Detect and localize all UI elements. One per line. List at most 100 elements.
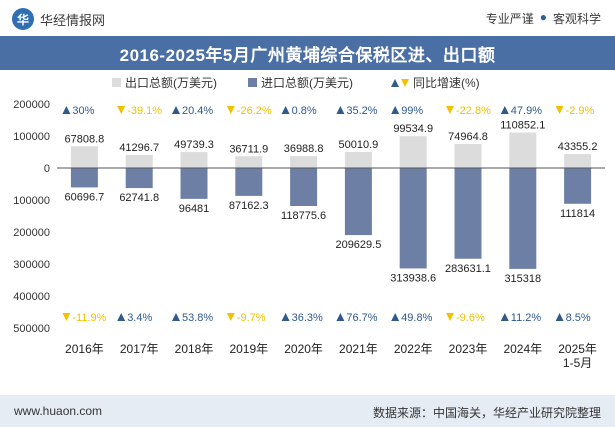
import-yoy-up-icon (172, 313, 180, 321)
slogan-separator-icon: ● (539, 10, 547, 24)
legend-import-swatch (248, 78, 257, 87)
x-category-label: 2023年 (449, 342, 488, 356)
x-category-label: 2024年 (503, 342, 542, 356)
export-yoy-label: 30% (72, 105, 94, 117)
export-bar (235, 156, 263, 168)
export-yoy-label: -39.1% (127, 105, 162, 117)
legend-export-swatch (112, 78, 121, 87)
import-bar (509, 168, 537, 269)
x-category-label: 2016年 (65, 342, 104, 356)
legend-yoy-label: 同比增速(%) (413, 76, 480, 90)
export-yoy-label: 47.9% (511, 105, 542, 117)
import-value-label: 87162.3 (229, 200, 269, 212)
y-tick-label: 100000 (13, 195, 50, 207)
import-bar (290, 168, 318, 207)
brand-logo-icon: 华 (12, 8, 34, 30)
x-category-label: 2017年 (120, 342, 159, 356)
import-yoy-down-icon (62, 313, 71, 321)
export-yoy-down-icon (555, 106, 564, 114)
slogan-2: 客观科学 (552, 12, 601, 26)
export-bar (509, 132, 537, 168)
export-yoy-label: -22.8% (456, 105, 491, 117)
export-yoy-up-icon (336, 106, 345, 114)
slogan-1: 专业严谨 (485, 12, 534, 26)
export-yoy-down-icon (226, 106, 235, 114)
chart-title: 2016-2025年5月广州黄埔综合保税区进、出口额 (119, 45, 496, 65)
top-bar: 华 华经情报网 专业严谨 ● 客观科学 (0, 0, 615, 36)
import-yoy-up-icon (555, 313, 564, 321)
import-yoy-up-icon (281, 313, 290, 321)
export-yoy-up-icon (281, 106, 290, 114)
export-yoy-up-icon (62, 106, 71, 114)
export-value-label: 43355.2 (558, 141, 598, 153)
brand-name: 华经情报网 (40, 12, 106, 28)
export-value-label: 36988.8 (284, 143, 324, 155)
export-yoy-up-icon (500, 106, 509, 114)
import-yoy-down-icon (226, 313, 235, 321)
import-value-label: 313938.6 (390, 272, 436, 284)
export-bar (564, 154, 592, 168)
x-category-label: 2018年 (175, 342, 214, 356)
export-bar (125, 154, 153, 168)
legend-yoy-up-icon (391, 79, 399, 87)
export-value-label: 41296.7 (119, 142, 159, 154)
export-bar (344, 151, 372, 168)
y-tick-label: 200000 (13, 99, 50, 111)
export-bar (180, 152, 208, 168)
import-bar (454, 168, 482, 259)
import-value-label: 315318 (504, 273, 541, 285)
import-value-label: 111814 (560, 208, 595, 220)
export-bar (70, 146, 98, 168)
import-yoy-label: 11.2% (511, 312, 542, 324)
x-category-label: 2020年 (284, 342, 323, 356)
legend-yoy-down-icon (401, 79, 409, 87)
import-yoy-label: -9.6% (456, 312, 485, 324)
brand[interactable]: 华 华经情报网 (12, 8, 105, 30)
footer-website[interactable]: www.huaon.com (14, 404, 103, 418)
import-yoy-up-icon (391, 313, 400, 321)
export-bar (454, 144, 482, 168)
export-value-label: 67808.8 (65, 133, 105, 145)
import-bar (70, 168, 98, 188)
slogan: 专业严谨 ● 客观科学 (486, 10, 601, 27)
import-yoy-label: 49.8% (401, 312, 432, 324)
export-yoy-up-icon (391, 106, 400, 114)
export-yoy-label: 35.2% (346, 105, 377, 117)
footer: www.huaon.com 数据来源：中国海关，华经产业研究院整理 (0, 395, 615, 427)
import-yoy-label: 3.4% (127, 312, 152, 324)
import-yoy-up-icon (117, 313, 126, 321)
export-bar (290, 156, 318, 168)
export-yoy-up-icon (172, 106, 180, 114)
import-yoy-up-icon (500, 313, 509, 321)
import-yoy-label: 53.8% (182, 312, 213, 324)
export-value-label: 49739.3 (174, 139, 214, 151)
y-tick-label: 400000 (13, 291, 50, 303)
import-bar (344, 168, 372, 236)
export-value-label: 36711.9 (229, 143, 268, 155)
import-bar (125, 168, 153, 189)
export-yoy-down-icon (446, 106, 454, 114)
y-tick-label: 200000 (13, 227, 50, 239)
x-category-label: 2022年 (394, 342, 433, 356)
import-yoy-up-icon (336, 313, 345, 321)
chart: 出口总额(万美元) 进口总额(万美元) 同比增速(%) 200000 100000 0 10… (13, 76, 605, 370)
title-bar: 2016-2025年5月广州黄埔综合保税区进、出口额 (0, 36, 615, 70)
y-tick-label: 300000 (13, 259, 50, 271)
export-bar (399, 136, 427, 168)
footer-source: 数据来源：中国海关，华经产业研究院整理 (372, 406, 601, 420)
y-tick-label: 0 (44, 163, 50, 175)
import-value-label: 118775.6 (281, 210, 326, 222)
export-value-label: 99534.9 (393, 123, 433, 135)
import-yoy-label: 36.3% (292, 312, 323, 324)
legend-import-label: 进口总额(万美元) (261, 76, 353, 90)
export-yoy-down-icon (117, 106, 126, 114)
legend-export-label: 出口总额(万美元) (125, 76, 217, 90)
import-bar (180, 168, 208, 199)
import-value-label: 96481 (179, 203, 210, 215)
import-yoy-down-icon (446, 313, 454, 321)
export-yoy-label: -26.2% (237, 105, 272, 117)
export-value-label: 50010.9 (339, 139, 379, 151)
x-category-label: 2019年 (229, 342, 268, 356)
export-yoy-label: -2.9% (566, 105, 595, 117)
import-bar (235, 168, 263, 196)
